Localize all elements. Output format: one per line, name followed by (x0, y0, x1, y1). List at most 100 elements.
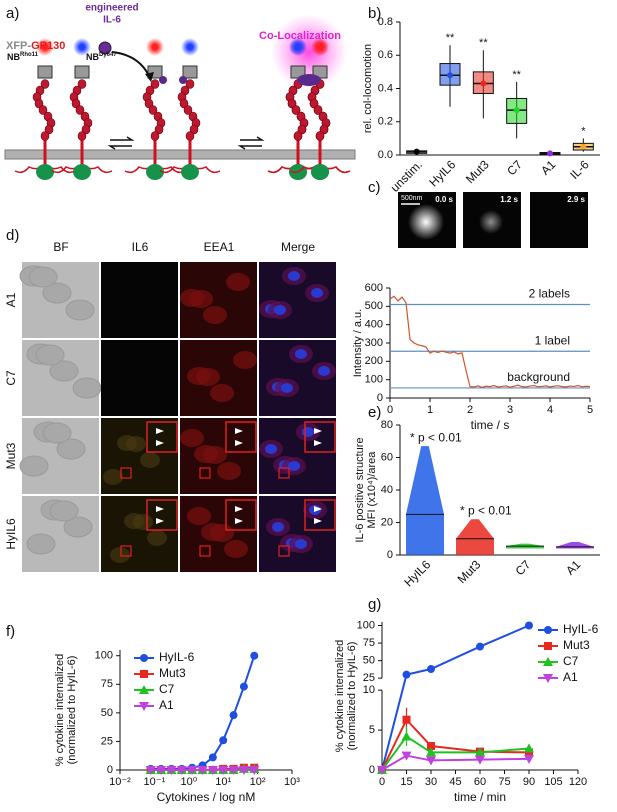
x-axis-title: time / s (471, 418, 510, 432)
legend-label: C7 (563, 654, 579, 668)
panel-letter: d) (6, 227, 19, 244)
x-tick-label: 0 (379, 776, 385, 788)
inset (304, 421, 336, 453)
receptor-domain (40, 131, 50, 141)
receptor-domain (77, 79, 87, 89)
dye (311, 38, 329, 56)
scale-bar-label: 500nm (401, 195, 423, 202)
frame-time: 1.2 s (500, 195, 518, 204)
marker (543, 674, 553, 683)
roi (120, 545, 132, 557)
y-tick-label: 25 (363, 672, 375, 684)
cell (233, 351, 257, 369)
legend-label: A1 (563, 670, 578, 684)
receptor-domain (181, 164, 199, 180)
il6-cap (159, 76, 167, 84)
marker (239, 682, 248, 691)
marker (218, 766, 229, 775)
receptor-domain (293, 131, 303, 141)
annotation: * p < 0.01 (410, 430, 462, 444)
receptor-domain (185, 79, 195, 89)
row-header: C7 (4, 370, 18, 386)
y-tick-label: 75 (101, 678, 113, 690)
cell (110, 547, 130, 563)
median-dot (513, 107, 520, 114)
cell (226, 273, 250, 291)
marker (525, 621, 533, 630)
cell (26, 533, 56, 555)
cell (35, 344, 65, 366)
x-tick-label: 120 (569, 776, 587, 788)
y-tick-label: 0.6 (378, 49, 393, 61)
inset (225, 421, 257, 453)
y-tick-label: 100 (95, 650, 113, 662)
marker (524, 754, 534, 764)
y-tick-label: 100 (365, 374, 383, 386)
frame (530, 192, 588, 248)
receptor-domain (75, 105, 85, 115)
nucleus (265, 444, 277, 454)
equilibrium-arrow (237, 136, 265, 150)
receptor-domain (313, 105, 323, 115)
marker (544, 642, 552, 650)
nucleus (281, 383, 293, 393)
marker (524, 743, 534, 753)
nb: NB (86, 52, 99, 62)
y-axis-title: Intensity / a.u. (352, 309, 364, 377)
y-axis-title: (normalized to HyIL-6) (66, 656, 78, 765)
arrow (111, 51, 151, 79)
legend-label: HyIL-6 (159, 650, 195, 664)
x-tick-label: 10² (250, 776, 266, 788)
y-tick-label: 0.0 (378, 149, 393, 161)
x-tick-label: 4 (547, 404, 553, 416)
inset (146, 421, 178, 453)
y-tick-label: 0.2 (378, 116, 393, 128)
reference-label: 1 label (535, 333, 570, 347)
marker (176, 766, 187, 775)
cell (224, 540, 248, 558)
roi (199, 545, 211, 557)
cell (217, 462, 241, 480)
arrowhead (235, 428, 243, 446)
significance: ** (446, 32, 455, 44)
reference-label: background (507, 370, 570, 384)
x-tick-label: 45 (449, 776, 461, 788)
significance: * (581, 125, 586, 137)
panel-letter: b) (368, 5, 381, 22)
y-axis-title: % cytokine internalized (334, 640, 346, 753)
x-tick-label: 105 (544, 776, 562, 788)
marker (249, 766, 260, 775)
receptor-domain (183, 105, 193, 115)
micrograph (101, 262, 178, 338)
nb-sup: Rho11 (20, 52, 39, 58)
arrowhead (235, 506, 243, 524)
cell (49, 360, 79, 382)
receptor-domain (185, 131, 195, 141)
receptor-domain (148, 105, 158, 115)
dye (289, 38, 307, 56)
marker (426, 756, 436, 766)
marker (207, 766, 218, 775)
nucleus (288, 271, 300, 281)
marker (427, 742, 435, 751)
x-tick-label: 10¹ (215, 776, 231, 788)
marker (166, 766, 177, 775)
y-tick-label: 50 (363, 655, 375, 667)
column-header: EEA1 (204, 240, 235, 254)
data-line (389, 295, 591, 388)
frame-time: 0.0 s (435, 195, 453, 204)
x-axis-title: Cytokines / log nM (157, 790, 256, 804)
marker (543, 657, 553, 666)
marker (427, 665, 435, 674)
data-line (381, 717, 530, 771)
nanobody (74, 65, 90, 79)
marker (219, 736, 228, 745)
ligand-label: engineered (85, 3, 138, 14)
nanobody (182, 65, 198, 79)
marker (475, 755, 485, 765)
receptor-domain (36, 164, 54, 180)
dye (36, 38, 54, 56)
receptor-domain (38, 105, 48, 115)
nucleus (311, 288, 323, 298)
